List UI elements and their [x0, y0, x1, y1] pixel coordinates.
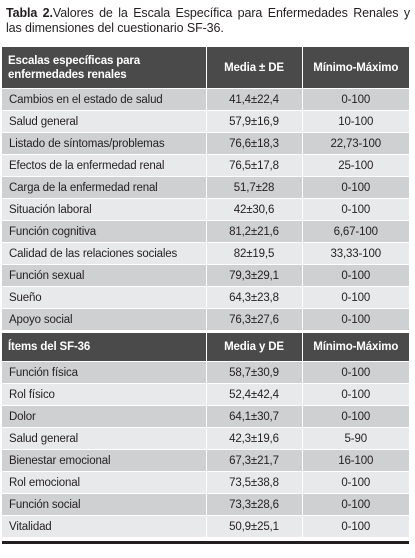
row-label: Función sexual	[2, 264, 206, 287]
table-row: Vitalidad 50,9±25,1 0-100	[2, 515, 409, 537]
section1-header-row: Escalas específicas para enfermedades re…	[2, 47, 409, 89]
table-row: Situación laboral 42±30,6 0-100	[2, 198, 409, 221]
row-min-max: 33,33-100	[301, 242, 409, 265]
table-row: Listado de síntomas/problemas 76,6±18,3 22…	[2, 132, 409, 155]
section2-header-mean: Media y DE	[205, 330, 302, 362]
table-row: Función física 58,7±30,9 0-100	[2, 361, 409, 384]
row-min-max: 0-100	[301, 286, 409, 309]
row-min-max: 0-100	[301, 88, 409, 111]
row-mean-sd: 67,3±21,7	[205, 449, 302, 472]
section2-header-row: Ítems del SF-36 Media y DE Mínimo-Máximo	[2, 330, 409, 362]
row-min-max: 0-100	[301, 471, 409, 494]
row-mean-sd: 73,3±28,6	[205, 493, 302, 516]
row-min-max: 0-100	[301, 515, 409, 537]
row-min-max: 0-100	[301, 198, 409, 221]
table-row: Función sexual 79,3±29,1 0-100	[2, 264, 409, 287]
row-label: Situación laboral	[2, 198, 206, 221]
row-mean-sd: 52,4±42,4	[205, 383, 302, 406]
row-label: Listado de síntomas/problemas	[2, 132, 206, 155]
row-label: Bienestar emocional	[2, 449, 206, 472]
row-mean-sd: 57,9±16,9	[205, 110, 302, 133]
row-min-max: 0-100	[301, 405, 409, 428]
table-row: Calidad de las relaciones sociales 82±19,…	[2, 242, 409, 265]
row-mean-sd: 76,6±18,3	[205, 132, 302, 155]
row-min-max: 16-100	[301, 449, 409, 472]
row-mean-sd: 42±30,6	[205, 198, 302, 221]
row-min-max: 0-100	[301, 361, 409, 384]
table-row: Rol físico 52,4±42,4 0-100	[2, 383, 409, 406]
table-row: Apoyo social 76,3±27,6 0-100	[2, 308, 409, 332]
row-min-max: 6,67-100	[301, 220, 409, 243]
row-label: Rol físico	[2, 383, 206, 406]
caption-label: Tabla 2.	[6, 6, 53, 20]
row-label: Dolor	[2, 405, 206, 428]
table-row: Carga de la enfermedad renal 51,7±28 0-100	[2, 176, 409, 199]
table-row: Salud general 42,3±19,6 5-90	[2, 427, 409, 450]
row-mean-sd: 58,7±30,9	[205, 361, 302, 384]
table-row: Salud general 57,9±16,9 10-100	[2, 110, 409, 133]
row-mean-sd: 79,3±29,1	[205, 264, 302, 287]
row-label: Carga de la enfermedad renal	[2, 176, 206, 199]
row-min-max: 0-100	[301, 308, 409, 332]
table-row: Dolor 64,1±30,7 0-100	[2, 405, 409, 428]
row-label: Vitalidad	[2, 515, 206, 537]
table-row: Bienestar emocional 67,3±21,7 16-100	[2, 449, 409, 472]
row-mean-sd: 82±19,5	[205, 242, 302, 265]
results-table-body: Escalas específicas para enfermedades re…	[2, 47, 409, 537]
row-label: Sueño	[2, 286, 206, 309]
row-min-max: 0-100	[301, 176, 409, 199]
row-label: Apoyo social	[2, 308, 206, 332]
row-label: Salud general	[2, 427, 206, 450]
row-label: Cambios en el estado de salud	[2, 88, 206, 111]
results-table: Escalas específicas para enfermedades re…	[2, 47, 409, 537]
table-row: Función social 73,3±28,6 0-100	[2, 493, 409, 516]
row-label: Función física	[2, 361, 206, 384]
table-row: Rol emocional 73,5±38,8 0-100	[2, 471, 409, 494]
table-row: Sueño 64,3±23,8 0-100	[2, 286, 409, 309]
row-min-max: 0-100	[301, 264, 409, 287]
row-mean-sd: 73,5±38,8	[205, 471, 302, 494]
row-label: Salud general	[2, 110, 206, 133]
table-caption: Tabla 2.Valores de la Escala Específica …	[6, 6, 410, 36]
row-min-max: 5-90	[301, 427, 409, 450]
table-bottom-rule	[2, 541, 409, 544]
row-mean-sd: 51,7±28	[205, 176, 302, 199]
row-mean-sd: 42,3±19,6	[205, 427, 302, 450]
row-mean-sd: 76,5±17,8	[205, 154, 302, 177]
row-min-max: 10-100	[301, 110, 409, 133]
row-label: Función social	[2, 493, 206, 516]
row-label: Función cognitiva	[2, 220, 206, 243]
row-mean-sd: 41,4±22,4	[205, 88, 302, 111]
row-min-max: 0-100	[301, 383, 409, 406]
row-label: Efectos de la enfermedad renal	[2, 154, 206, 177]
section1-header-scale: Escalas específicas para enfermedades re…	[2, 47, 206, 89]
section2-header-range: Mínimo-Máximo	[301, 330, 409, 362]
row-mean-sd: 50,9±25,1	[205, 515, 302, 537]
table-row: Cambios en el estado de salud 41,4±22,4 0-…	[2, 88, 409, 111]
section2-header-items: Ítems del SF-36	[2, 330, 206, 362]
row-min-max: 22,73-100	[301, 132, 409, 155]
row-label: Calidad de las relaciones sociales	[2, 242, 206, 265]
row-mean-sd: 64,3±23,8	[205, 286, 302, 309]
section1-header-mean: Media ± DE	[205, 47, 302, 89]
row-label: Rol emocional	[2, 471, 206, 494]
row-min-max: 0-100	[301, 493, 409, 516]
row-mean-sd: 64,1±30,7	[205, 405, 302, 428]
table-row: Función cognitiva 81,2±21,6 6,67-100	[2, 220, 409, 243]
row-mean-sd: 81,2±21,6	[205, 220, 302, 243]
row-mean-sd: 76,3±27,6	[205, 308, 302, 332]
caption-text: Valores de la Escala Específica para Enf…	[6, 6, 410, 35]
row-min-max: 25-100	[301, 154, 409, 177]
section1-header-range: Mínimo-Máximo	[301, 47, 409, 89]
table-row: Efectos de la enfermedad renal 76,5±17,8 2…	[2, 154, 409, 177]
